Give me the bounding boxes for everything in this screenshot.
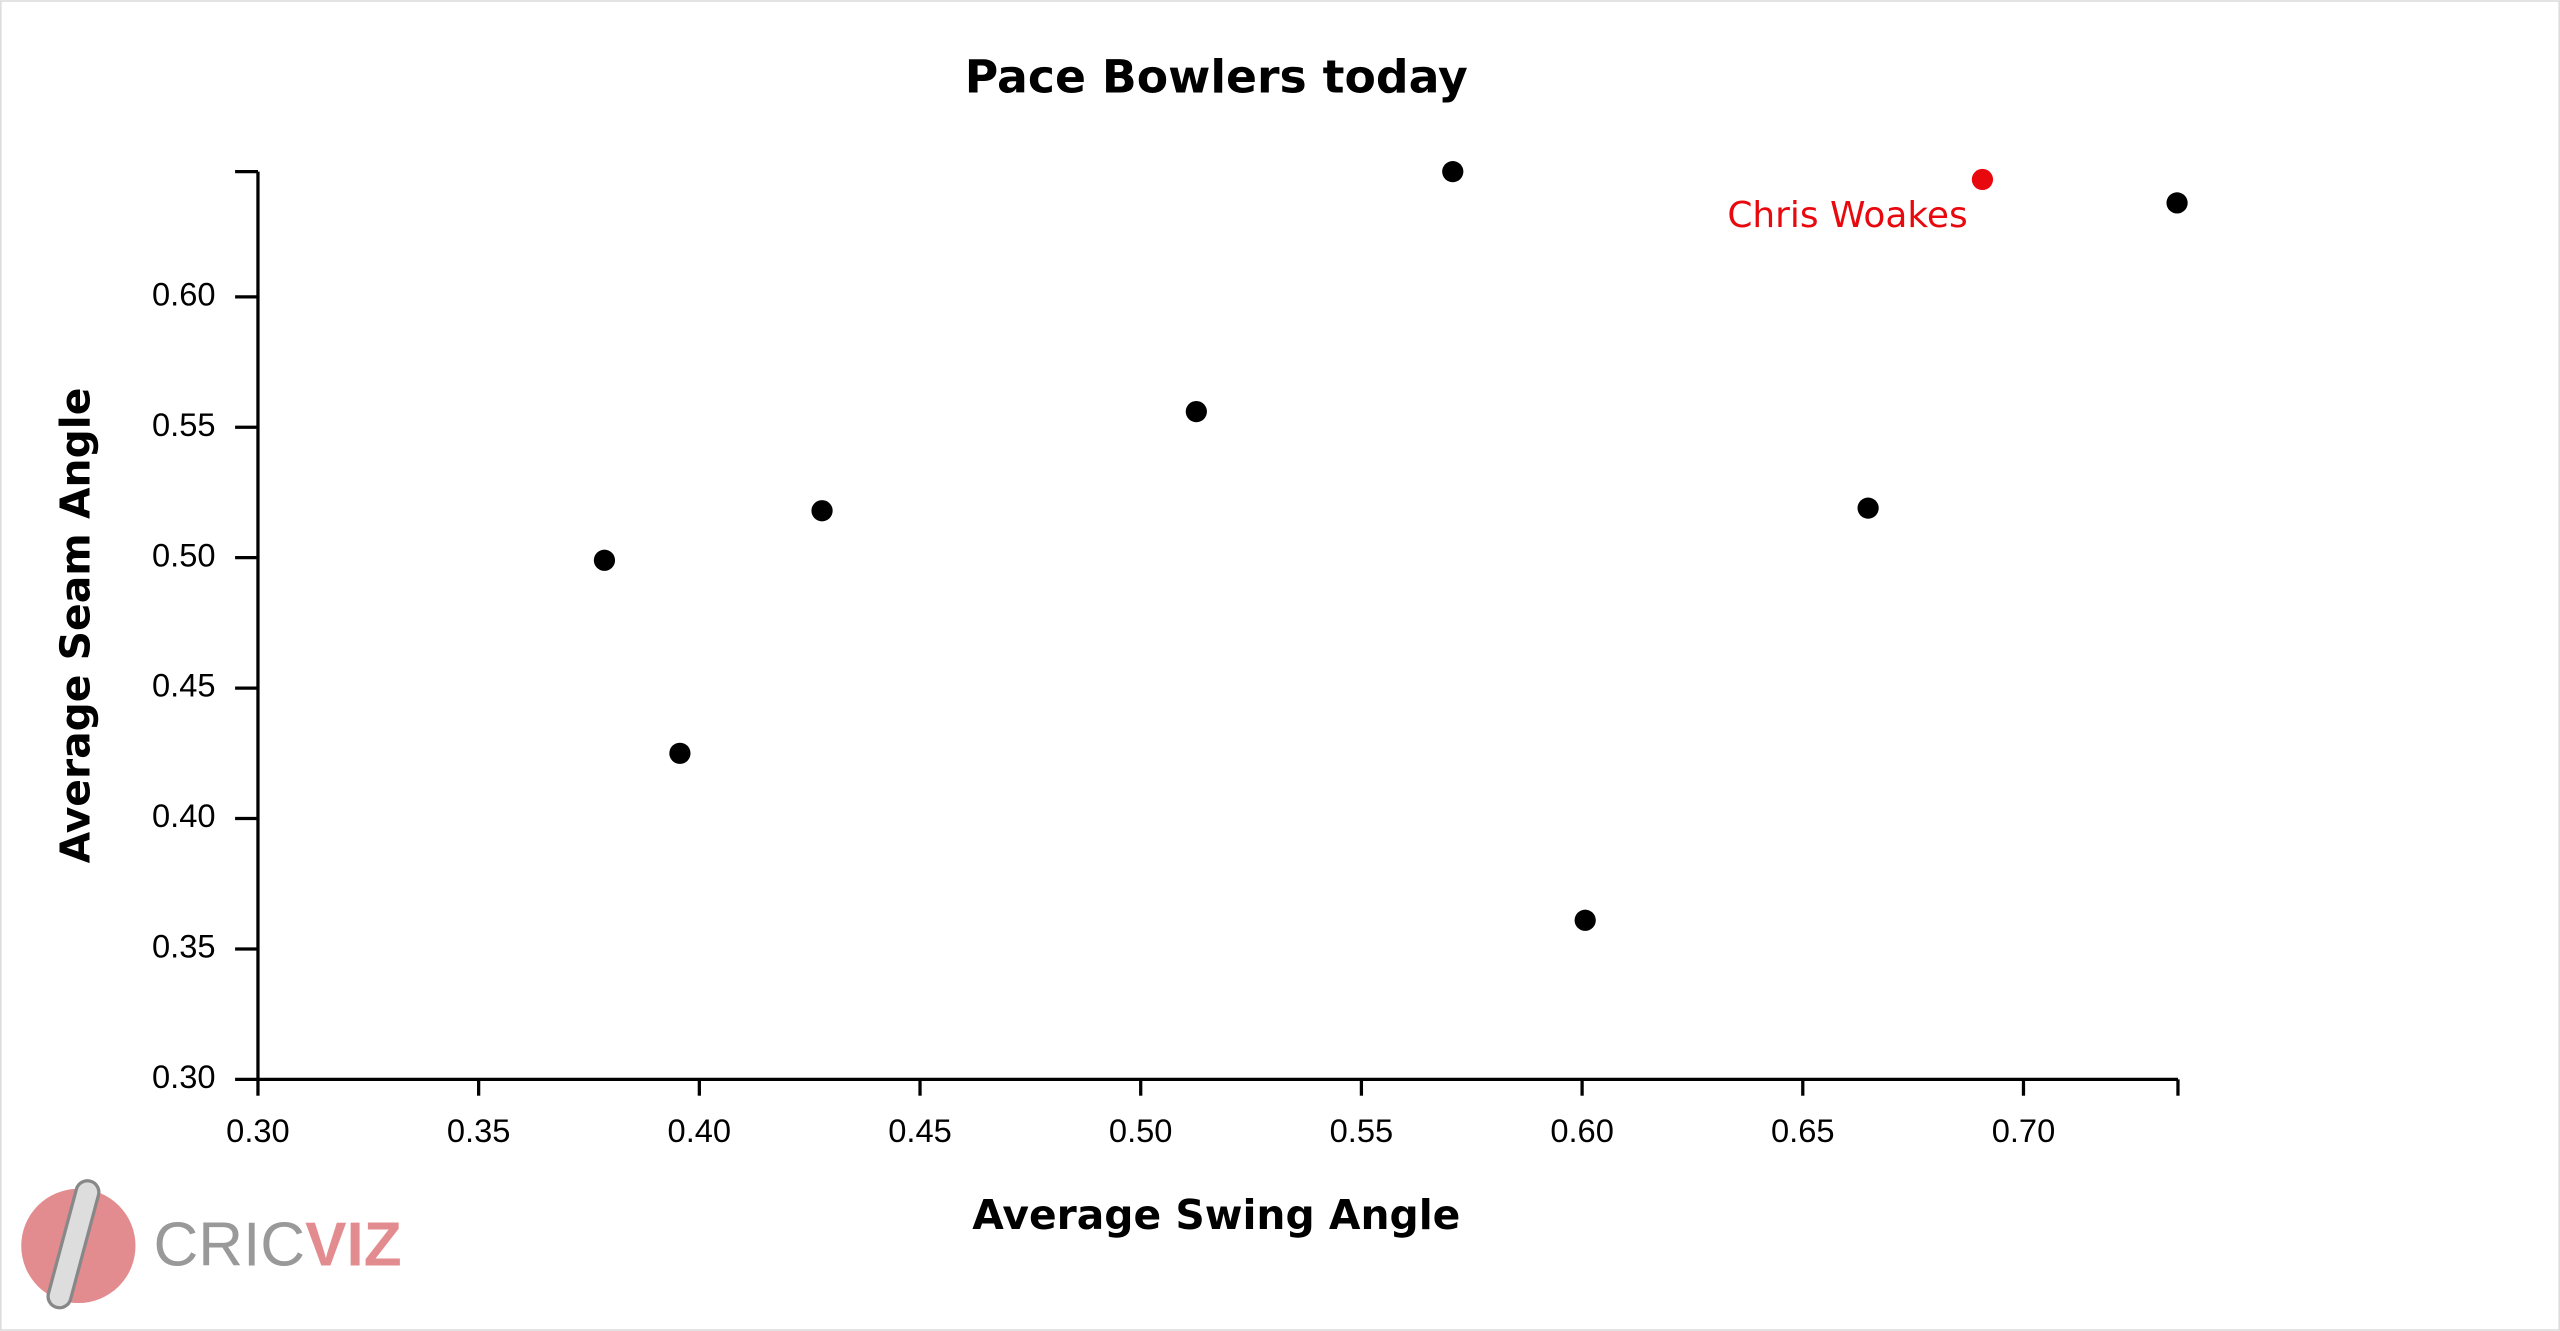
point — [593, 549, 616, 571]
point — [1574, 909, 1596, 931]
x-axis-label: Average Swing Angle — [972, 1191, 1460, 1239]
y-tick-label: 0.35 — [152, 928, 216, 965]
x-tick-label: 0.50 — [1109, 1112, 1173, 1149]
point — [1857, 497, 1879, 519]
point — [811, 500, 833, 522]
y-tick-label: 0.40 — [152, 797, 216, 834]
y-tick-label: 0.30 — [152, 1058, 216, 1095]
point — [2166, 192, 2188, 214]
y-tick-label: 0.45 — [152, 667, 216, 704]
point — [669, 742, 691, 764]
point — [1971, 168, 1994, 191]
x-tick-label: 0.65 — [1771, 1112, 1835, 1149]
chart-title: Pace Bowlers today — [965, 51, 1468, 104]
x-tick-label: 0.30 — [226, 1112, 290, 1149]
x-tick-label: 0.70 — [1992, 1112, 2056, 1149]
y-axis-label: Average Seam Angle — [51, 388, 99, 864]
logo-text-left: CRIC — [153, 1211, 305, 1280]
y-tick-label: 0.55 — [152, 406, 216, 443]
y-tick-label: 0.60 — [152, 275, 216, 312]
x-tick-label: 0.40 — [668, 1112, 732, 1149]
logo: CRIC VIZ — [21, 1179, 402, 1310]
point-label: Chris Woakes — [1727, 195, 1967, 236]
x-tick-label: 0.60 — [1550, 1112, 1614, 1149]
logo-bat — [46, 1179, 101, 1310]
x-tick-label: 0.35 — [447, 1112, 511, 1149]
logo-text-right: VIZ — [305, 1211, 402, 1280]
y-tick-label: 0.50 — [152, 536, 216, 573]
point — [1185, 400, 1207, 423]
x-tick-label: 0.55 — [1330, 1112, 1394, 1149]
point — [1442, 161, 1464, 183]
x-tick-label: 0.45 — [888, 1112, 952, 1149]
